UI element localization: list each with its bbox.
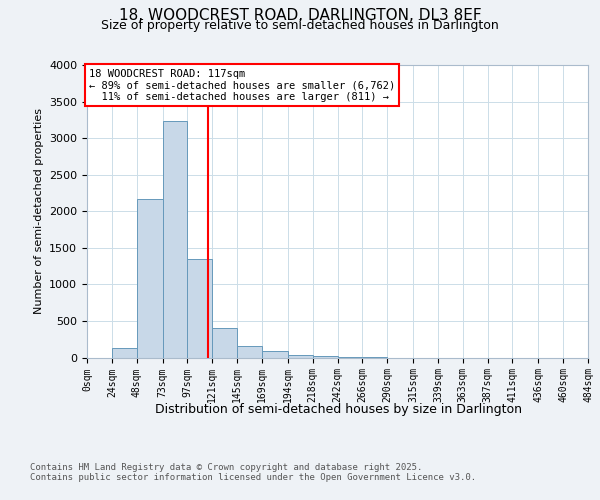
Text: Size of property relative to semi-detached houses in Darlington: Size of property relative to semi-detach… <box>101 19 499 32</box>
Text: Contains HM Land Registry data © Crown copyright and database right 2025.
Contai: Contains HM Land Registry data © Crown c… <box>30 462 476 482</box>
Bar <box>137 199 163 358</box>
Text: Distribution of semi-detached houses by size in Darlington: Distribution of semi-detached houses by … <box>155 402 523 415</box>
Bar <box>163 122 187 358</box>
Bar <box>237 346 262 358</box>
Y-axis label: Number of semi-detached properties: Number of semi-detached properties <box>34 108 44 314</box>
Bar <box>313 356 338 358</box>
Bar <box>262 351 288 358</box>
Bar <box>212 328 237 358</box>
Bar <box>187 259 212 358</box>
Text: 18, WOODCREST ROAD, DARLINGTON, DL3 8EF: 18, WOODCREST ROAD, DARLINGTON, DL3 8EF <box>119 8 481 22</box>
Text: 18 WOODCREST ROAD: 117sqm
← 89% of semi-detached houses are smaller (6,762)
  11: 18 WOODCREST ROAD: 117sqm ← 89% of semi-… <box>89 68 395 102</box>
Bar <box>112 348 137 358</box>
Bar <box>288 354 313 358</box>
